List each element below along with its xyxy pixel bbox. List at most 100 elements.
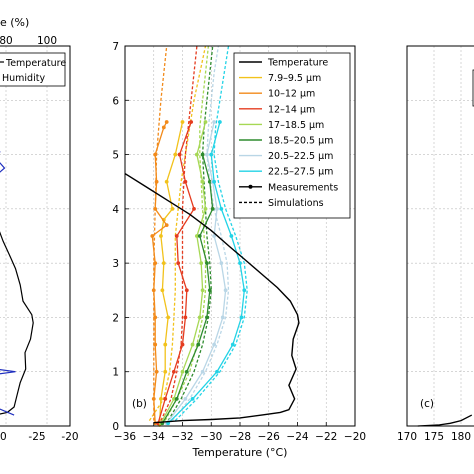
panel-b-meas-point-22-5-27-5-um <box>215 369 219 374</box>
panel-b-meas-point-20-5-22-5-um <box>212 234 217 238</box>
panel-a: e (%) 80 100 0 -25 -20 Temperature Humid… <box>0 16 79 443</box>
panel-a-lines <box>0 151 34 416</box>
panel-b-meas-point-18-5-20-5-um <box>196 342 201 347</box>
panel-b-meas-point-12-14-um <box>184 288 189 293</box>
panel-b-legend-label-22-5-27-5-um: 22.5–27.5 µm <box>268 167 333 178</box>
panel-b-meas-point-12-14-um <box>174 234 179 238</box>
panel-a-grid <box>0 45 70 427</box>
panel-b: −36 −34 −32 −30 −28 −26 −24 −22 −20 0 1 2 3 4 5 6 7 Temp… <box>112 41 366 459</box>
panel-c-label: (c) <box>420 398 434 410</box>
panel-b-meas-point-12-14-um <box>171 369 176 374</box>
panel-b-meas-point-17-18-5-um <box>190 342 195 347</box>
panel-a-x-tick-25: -25 <box>28 431 45 443</box>
panel-b-meas-point-12-14-um <box>163 396 168 401</box>
panel-b-meas-point-7-9-9-5-um <box>163 342 168 347</box>
panel-c-x-tick-180: 180 <box>451 431 471 443</box>
panel-b-meas-point-12-14-um <box>183 315 188 320</box>
panel-b-temperature-line <box>124 173 300 424</box>
panel-b-x-tick: −34 <box>143 431 165 443</box>
panel-b-meas-point-20-5-22-5-um <box>205 152 209 157</box>
panel-b-legend-label-12-14-um: 12–14 µm <box>268 104 315 115</box>
panel-b-meas-point-10-12-um <box>164 120 169 124</box>
panel-b-legend-label-measurements: Measurements <box>268 182 338 193</box>
panel-b-meas-point-22-5-27-5-um <box>190 396 195 401</box>
panel-b-meas-point-22-5-27-5-um <box>242 288 247 293</box>
panel-b-meas-point-7-9-9-5-um <box>159 234 163 238</box>
panel-b-meas-point-10-12-um <box>154 179 159 184</box>
panel-b-meas-point-10-12-um <box>153 315 158 320</box>
panel-b-meas-point-22-5-27-5-um <box>238 261 242 266</box>
panel-b-y-tick: 2 <box>112 312 119 324</box>
panel-b-meas-point-17-18-5-um <box>200 179 205 184</box>
panel-b-meas-point-22-5-27-5-um <box>212 179 217 184</box>
panel-b-y-tick: 6 <box>112 95 119 107</box>
panel-b-meas-point-10-12-um <box>151 396 156 401</box>
panel-b-meas-point-7-9-9-5-um <box>163 369 168 374</box>
panel-b-x-tick: −28 <box>229 431 251 443</box>
panel-c-x-tick-175: 175 <box>424 431 444 443</box>
panel-b-meas-point-12-14-um <box>177 152 182 157</box>
panel-b-meas-point-12-14-um <box>189 120 194 124</box>
panel-a-humidity-line <box>0 151 16 416</box>
panel-b-y-tick: 0 <box>112 421 119 433</box>
panel-b-lines <box>124 45 300 427</box>
panel-a-top-tick-80: 80 <box>0 35 13 47</box>
panel-b-legend-label-10-12-um: 10–12 µm <box>268 89 315 100</box>
panel-b-meas-point-10-12-um <box>150 234 155 238</box>
panel-b-meas-point-17-18-5-um <box>203 206 208 211</box>
panel-b-meas-point-10-12-um <box>161 125 166 130</box>
panel-a-legend-humidity: Humidity <box>2 73 45 84</box>
panel-b-meas-point-12-14-um <box>176 261 181 266</box>
panel-b-legend-label-17-18-5-um: 17–18.5 µm <box>268 120 324 131</box>
panel-b-meas-line-22-5-27-5-um <box>167 121 245 424</box>
panel-a-temperature-line <box>0 231 34 415</box>
panel-b-meas-point-7-9-9-5-um <box>160 288 165 293</box>
panel-b-meas-point-22-5-27-5-um <box>229 234 234 238</box>
panel-b-meas-point-7-9-9-5-um <box>164 179 169 184</box>
panel-c-frame <box>406 45 474 427</box>
panel-b-meas-point-18-5-20-5-um <box>200 152 205 157</box>
panel-b-meas-point-20-5-22-5-um <box>212 120 217 124</box>
panel-b-legend: Temperature 7.9–9.5 µm 10–12 µm 12–14 µm 17–… <box>233 52 351 219</box>
panel-b-meas-point-20-5-22-5-um <box>219 261 224 266</box>
panel-b-meas-point-12-14-um <box>180 342 185 347</box>
panel-b-meas-point-18-5-20-5-um <box>197 234 202 238</box>
panel-b-sim-line-20-5-22-5-um <box>171 45 230 422</box>
panel-b-meas-point-18-5-20-5-um <box>205 315 209 320</box>
panel-b-meas-point-17-18-5-um <box>180 369 185 374</box>
panel-b-sim-line-7-9-9-5-um <box>148 45 207 421</box>
panel-b-meas-point-18-5-20-5-um <box>205 261 209 266</box>
panel-b-x-tick: −24 <box>286 431 308 443</box>
panel-b-legend-marker <box>248 184 253 189</box>
panel-a-legend-temperature: Temperature <box>5 58 66 69</box>
panel-a-legend: Temperature Humidity <box>0 52 66 87</box>
panel-b-sim-line-22-5-27-5-um <box>174 45 248 422</box>
panel-b-meas-line-12-14-um <box>157 121 195 424</box>
panel-b-x-tick: −22 <box>315 431 337 443</box>
panel-b-sim-line-10-12-um <box>153 45 168 421</box>
panel-a-top-tick-100: 100 <box>37 35 57 47</box>
panel-b-meas-point-20-5-22-5-um <box>223 288 228 293</box>
panel-c-curve <box>417 414 473 427</box>
panel-b-sim-line-12-14-um <box>160 45 198 421</box>
panel-b-meas-point-7-9-9-5-um <box>170 206 175 211</box>
panel-b-x-label: Temperature (°C) <box>192 446 288 459</box>
panel-b-meas-point-18-5-20-5-um <box>207 288 212 293</box>
panel-b-meas-point-10-12-um <box>164 223 169 228</box>
panel-b-meas-point-10-12-um <box>153 206 158 211</box>
panel-b-meas-point-18-5-20-5-um <box>210 206 215 211</box>
panel-b-meas-point-20-5-22-5-um <box>200 369 205 374</box>
panel-b-legend-label-temperature: Temperature <box>267 58 328 69</box>
panel-c-grid <box>406 45 474 427</box>
panel-b-legend-label-simulations: Simulations <box>268 198 324 209</box>
panel-b-meas-point-10-12-um <box>153 152 158 157</box>
panel-b-meas-point-10-12-um <box>154 369 159 374</box>
panel-b-meas-point-22-5-27-5-um <box>209 152 214 157</box>
panel-b-meas-point-18-5-20-5-um <box>207 179 212 184</box>
panel-b-meas-point-18-5-20-5-um <box>184 369 189 374</box>
panel-b-meas-point-10-12-um <box>153 261 158 266</box>
panel-b-meas-point-22-5-27-5-um <box>239 315 244 320</box>
panel-c-lines <box>417 414 473 427</box>
panel-b-x-tick: −36 <box>114 431 136 443</box>
panel-b-meas-point-20-5-22-5-um <box>215 206 219 211</box>
